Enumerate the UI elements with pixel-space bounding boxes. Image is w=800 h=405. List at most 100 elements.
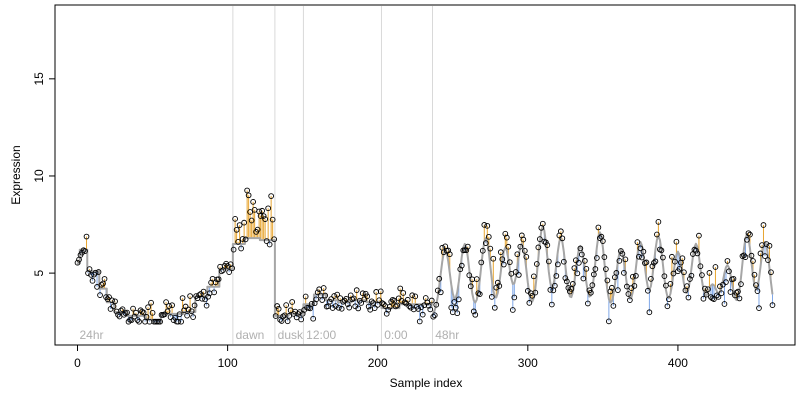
data-point	[392, 303, 399, 310]
data-point	[630, 273, 636, 280]
data-point	[494, 279, 501, 286]
data-point	[488, 294, 495, 300]
data-point	[485, 233, 492, 240]
data-point	[762, 253, 768, 259]
y-tick-label: 10	[32, 169, 46, 183]
data-point	[636, 253, 642, 260]
data-point	[250, 199, 256, 205]
data-point	[724, 258, 731, 264]
data-point	[660, 254, 666, 261]
data-point	[226, 269, 232, 275]
data-point	[745, 230, 752, 237]
data-point	[652, 258, 659, 265]
data-point	[664, 303, 671, 310]
data-point	[271, 236, 278, 243]
data-point	[238, 245, 244, 252]
x-tick-label: 100	[218, 356, 238, 370]
data-point	[182, 303, 189, 310]
data-point	[398, 297, 405, 304]
data-point	[331, 293, 338, 299]
data-point	[244, 187, 250, 194]
data-point	[472, 311, 479, 318]
data-point	[763, 241, 770, 247]
data-point	[684, 283, 690, 289]
data-point	[542, 239, 549, 246]
data-point	[302, 293, 309, 300]
data-point	[679, 255, 686, 262]
data-point	[639, 254, 645, 261]
data-point	[272, 313, 279, 319]
data-point	[571, 265, 578, 271]
data-point	[551, 282, 558, 289]
data-point	[308, 301, 315, 307]
data-point	[536, 236, 543, 242]
y-tick-label: 5	[32, 269, 46, 276]
data-point	[548, 301, 555, 308]
data-point	[595, 224, 602, 231]
data-point	[358, 300, 365, 306]
data-point	[94, 284, 100, 290]
data-point	[283, 302, 290, 308]
data-point	[115, 311, 121, 318]
data-point	[515, 272, 522, 278]
data-point	[161, 311, 168, 318]
data-point	[274, 303, 281, 309]
data-point	[736, 295, 743, 302]
data-point	[738, 281, 744, 287]
data-point	[184, 312, 190, 319]
data-point	[691, 246, 698, 253]
data-point	[649, 263, 656, 270]
x-tick-label: 300	[518, 356, 538, 370]
data-point	[672, 258, 678, 265]
data-point	[563, 278, 570, 285]
data-point	[88, 271, 94, 278]
data-point	[554, 261, 561, 268]
data-point	[594, 255, 600, 261]
data-point	[241, 219, 247, 226]
data-point	[166, 303, 172, 309]
x-tick-label: 200	[368, 356, 388, 370]
data-point	[394, 302, 401, 309]
data-point	[379, 300, 386, 306]
fitted-line-early	[76, 237, 433, 321]
data-point	[82, 248, 88, 254]
plot-frame	[54, 4, 796, 346]
data-point	[268, 193, 275, 199]
data-point	[203, 302, 210, 309]
data-point	[157, 318, 163, 325]
data-point	[320, 285, 327, 291]
data-point	[397, 285, 404, 292]
data-point	[721, 301, 728, 307]
data-point	[606, 318, 612, 325]
data-point	[747, 231, 753, 238]
data-point	[615, 287, 621, 293]
data-point	[699, 272, 705, 278]
data-point	[377, 288, 384, 295]
data-point	[187, 293, 193, 299]
data-point	[544, 242, 551, 248]
data-point	[703, 291, 710, 298]
data-point	[388, 298, 395, 305]
data-point	[592, 266, 599, 272]
data-point	[499, 256, 506, 263]
data-point	[176, 311, 183, 318]
data-point	[588, 289, 594, 296]
data-point	[693, 247, 699, 254]
data-point	[215, 276, 222, 283]
data-point	[254, 226, 261, 233]
data-point	[322, 292, 329, 299]
data-point	[419, 311, 426, 318]
data-point	[83, 233, 90, 240]
data-point	[230, 246, 237, 253]
data-point	[212, 279, 219, 286]
data-point	[666, 296, 672, 303]
data-point	[565, 285, 572, 291]
data-point	[726, 268, 732, 275]
data-point	[310, 315, 317, 322]
data-point	[530, 273, 537, 280]
data-point	[335, 304, 342, 311]
data-point	[343, 295, 350, 302]
fitted-curve	[76, 225, 774, 321]
data-point	[97, 292, 103, 298]
data-point	[487, 245, 494, 252]
